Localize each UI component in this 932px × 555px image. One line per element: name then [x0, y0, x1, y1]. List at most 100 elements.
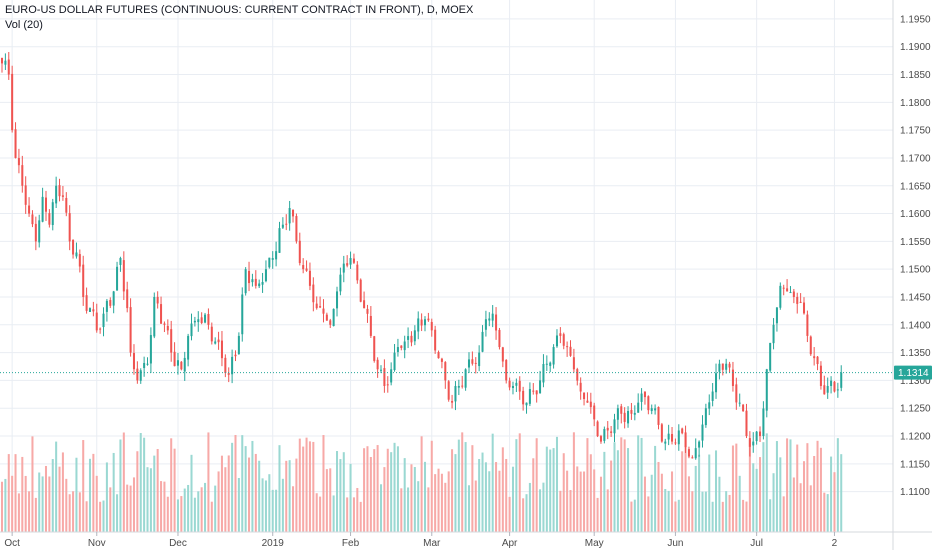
volume-bar [24, 475, 27, 532]
volume-bar [647, 496, 650, 532]
volume-bar [99, 501, 102, 532]
price-axis[interactable]: 1.1950 1.1900 1.1850 1.1800 1.1750 1.1700 1.16… [900, 14, 931, 498]
candle-body [457, 385, 460, 388]
volume-bar [444, 482, 447, 532]
candle-body [339, 274, 342, 292]
candle-body [498, 329, 501, 348]
candle-body [576, 369, 579, 381]
volume-bar [823, 492, 826, 532]
volume-bar [78, 492, 81, 532]
volume-bar [657, 461, 660, 532]
candle-body [88, 308, 91, 312]
volume-bar [681, 451, 684, 532]
price-tick-label: 1.1650 [900, 181, 931, 192]
candle-body [698, 441, 701, 448]
candle-body [545, 363, 548, 365]
volume-bar [258, 460, 261, 532]
volume-bar [427, 487, 430, 532]
volume-bar [349, 463, 352, 532]
volume-bar [417, 481, 420, 532]
candle-body [593, 405, 596, 420]
volume-bar [112, 452, 115, 532]
candle-body [207, 313, 210, 325]
candle-body [356, 264, 359, 281]
volume-bar [765, 433, 768, 532]
volume-bar [298, 438, 301, 532]
volume-bar [718, 476, 721, 532]
volume-bar [166, 496, 169, 532]
candle-body [102, 313, 105, 328]
volume-bar [149, 468, 152, 532]
candle-body [264, 269, 267, 282]
candle-body [610, 431, 613, 433]
volume-bar [278, 445, 281, 532]
candle-body [461, 385, 464, 387]
volume-bar [407, 487, 410, 532]
candle-body [308, 270, 311, 286]
volume-bar [207, 432, 210, 532]
candle-body [7, 59, 10, 75]
volume-bar [677, 499, 680, 532]
candle-body [451, 401, 454, 403]
candle-body [799, 301, 802, 303]
candle-body [735, 384, 738, 403]
candle-body [302, 265, 305, 270]
candle-body [163, 323, 166, 325]
candle-body [823, 385, 826, 395]
volume-bar [515, 439, 518, 532]
candle-body [762, 408, 765, 437]
volume-bar [413, 467, 416, 532]
candle-body [386, 384, 389, 386]
volume-bar [542, 482, 545, 532]
volume-bar [437, 468, 440, 532]
time-axis[interactable]: Oct Nov Dec 2019 Feb Mar Apr May Jun Jul 2 [4, 532, 838, 549]
candle-body [258, 283, 261, 287]
candle-body [237, 335, 240, 355]
symbol-title: EURO-US DOLLAR FUTURES (CONTINUOUS: CURR… [5, 4, 474, 16]
candle-body [119, 258, 122, 265]
volume-bar [613, 442, 616, 532]
volume-bar [796, 444, 799, 532]
volume-bar [288, 460, 291, 532]
candle-body [183, 357, 186, 372]
candle-body [261, 281, 264, 285]
volume-bar [518, 433, 521, 532]
price-tick-label: 1.1600 [900, 209, 931, 220]
candle-body [559, 333, 562, 336]
volume-bar [786, 438, 789, 532]
candle-body [396, 347, 399, 352]
volume-bar [701, 491, 704, 532]
candle-body [613, 419, 616, 434]
volume-bar [92, 453, 95, 532]
candle-body [295, 216, 298, 242]
volume-bar [715, 450, 718, 532]
candle-body [390, 369, 393, 383]
candle-body [143, 362, 146, 369]
volume-bar [508, 496, 511, 532]
volume-bar [403, 458, 406, 532]
volume-bar [82, 440, 85, 532]
volume-bar [163, 481, 166, 532]
candle-body [505, 359, 508, 381]
candle-body [417, 318, 420, 332]
volume-bar [0, 481, 4, 532]
candle-body [738, 402, 741, 404]
volume-bar [4, 478, 7, 532]
price-tick-label: 1.1900 [900, 42, 931, 53]
volume-bar [308, 441, 311, 532]
volume-bar [295, 458, 298, 532]
volume-bar [65, 478, 68, 532]
candle-body [802, 302, 806, 314]
volume-bar [17, 493, 20, 532]
volume-bar [41, 476, 44, 532]
volume-bar [535, 438, 538, 532]
candle-body [522, 390, 525, 405]
volume-bar [173, 448, 176, 532]
candle-body [352, 258, 355, 263]
volume-bar [474, 480, 477, 532]
volume-bar [251, 440, 254, 532]
volume-bar [312, 441, 315, 532]
volume-bar [116, 494, 119, 532]
